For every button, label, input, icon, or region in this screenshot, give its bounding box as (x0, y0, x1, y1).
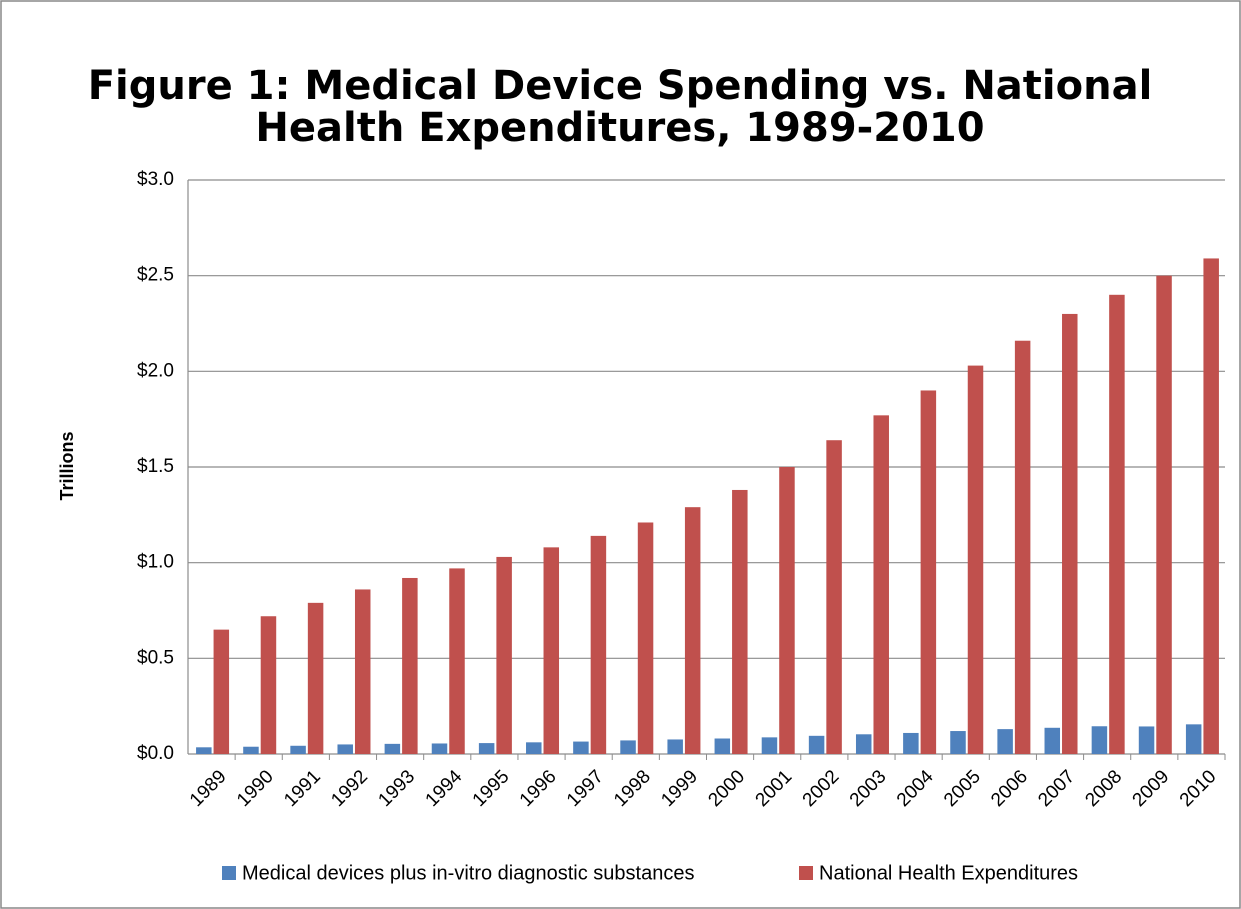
bar (1156, 275, 1172, 754)
bar (307, 602, 324, 754)
bar (196, 747, 212, 754)
y-tick-label: $0.0 (137, 743, 174, 764)
bar (684, 507, 701, 754)
bar (967, 365, 984, 754)
bar (1044, 727, 1061, 754)
bar (761, 737, 778, 754)
y-tick-label: $2.0 (137, 360, 174, 381)
bar (1109, 294, 1125, 754)
bar (873, 415, 889, 754)
y-tick-label: $1.0 (137, 552, 174, 573)
bar (243, 746, 259, 754)
bar (950, 731, 966, 754)
bar (384, 743, 401, 754)
bar (526, 742, 542, 754)
bar (290, 745, 306, 754)
legend-swatch (799, 866, 813, 880)
bar (620, 740, 636, 754)
bar (808, 735, 825, 754)
bar (667, 739, 683, 754)
legend-label: National Health Expenditures (819, 862, 1078, 884)
bar (826, 440, 842, 754)
bar (1014, 340, 1031, 754)
bar (260, 616, 277, 754)
bar (997, 729, 1013, 754)
bar (449, 568, 465, 754)
y-tick-label: $2.5 (137, 265, 174, 286)
bar (714, 738, 731, 754)
bar (903, 732, 919, 754)
bar (855, 734, 872, 754)
bar (213, 629, 230, 754)
chart-title: Health Expenditures, 1989-2010 (255, 105, 984, 151)
bar (590, 535, 607, 754)
bar (1062, 313, 1078, 754)
bar (1138, 726, 1155, 754)
bar (354, 589, 371, 754)
legend-label: Medical devices plus in-vitro diagnostic… (242, 862, 694, 884)
bar (1091, 726, 1108, 754)
y-tick-label: $0.5 (137, 647, 174, 668)
bar (496, 556, 512, 754)
bar (732, 489, 748, 754)
legend-swatch (222, 866, 236, 880)
bar (543, 547, 560, 754)
chart-title: Figure 1: Medical Device Spending vs. Na… (88, 63, 1153, 109)
bar (637, 522, 654, 754)
y-tick-label: $1.5 (137, 456, 174, 477)
bar (431, 743, 448, 754)
bar (573, 741, 589, 754)
y-tick-label: $3.0 (137, 169, 174, 190)
bar (402, 577, 418, 754)
bar (478, 743, 495, 754)
bar (920, 390, 937, 754)
bar (337, 744, 353, 754)
y-axis-label: Trillions (57, 431, 77, 500)
bar (1185, 724, 1202, 754)
bar (779, 467, 795, 754)
bar (1203, 258, 1219, 754)
